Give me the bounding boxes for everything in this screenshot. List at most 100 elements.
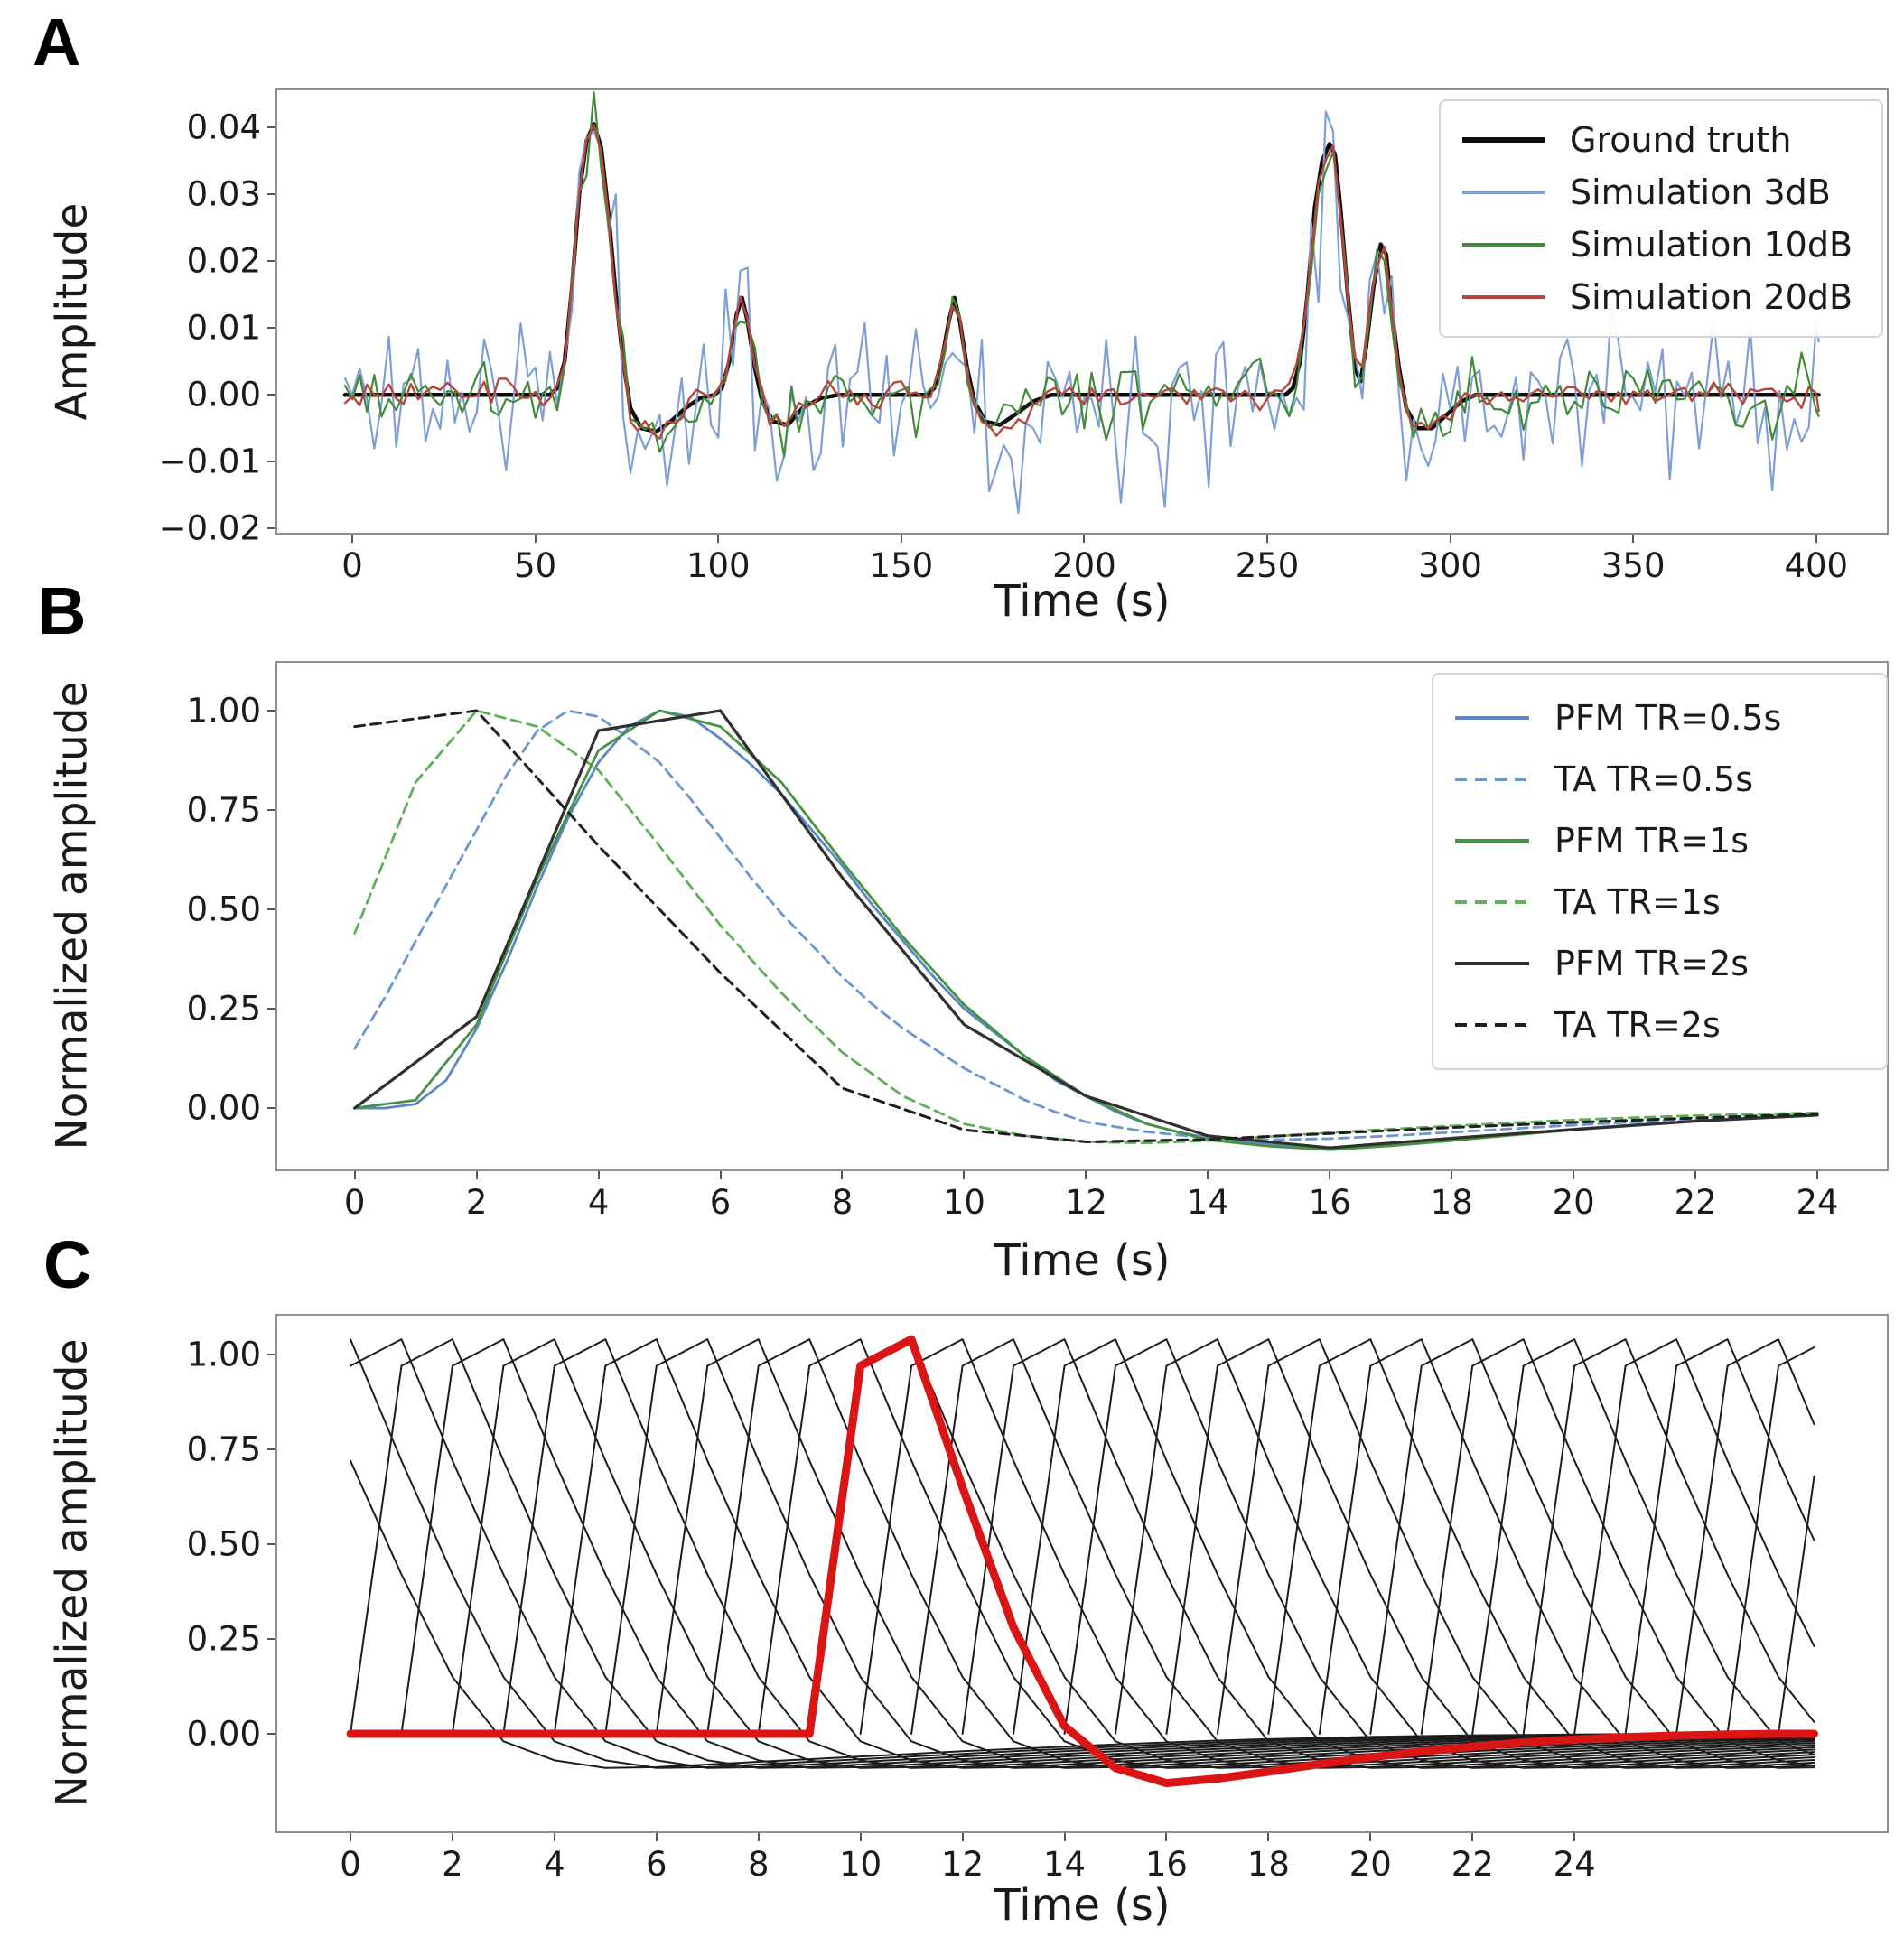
x-tick-mark bbox=[719, 1171, 722, 1179]
legend-item: Ground truth bbox=[1461, 114, 1862, 166]
hrf-curve-onset-2s bbox=[451, 1338, 1815, 1769]
panel-a-x-axis-title: Time (s) bbox=[994, 576, 1171, 627]
x-tick-label: 14 bbox=[1186, 1183, 1229, 1222]
hrf-curve-onset-7s bbox=[706, 1338, 1815, 1769]
x-tick-label: 24 bbox=[1553, 1845, 1596, 1884]
panel-b-y-axis-title: Normalized amplitude bbox=[47, 681, 98, 1150]
legend-item-label: TA TR=2s bbox=[1554, 1005, 1721, 1045]
hrf-curve-onset-9s bbox=[808, 1338, 1815, 1769]
x-tick-label: 8 bbox=[747, 1845, 770, 1884]
legend-item: PFM TR=1s bbox=[1453, 810, 1866, 871]
legend-item-label: PFM TR=2s bbox=[1554, 944, 1750, 983]
x-tick-mark bbox=[717, 535, 720, 543]
legend-item: PFM TR=2s bbox=[1453, 933, 1866, 994]
x-tick-mark bbox=[1165, 1833, 1168, 1841]
y-tick-mark bbox=[267, 1732, 275, 1735]
legend-line-sample bbox=[1455, 1023, 1529, 1027]
legend-item: Simulation 20dB bbox=[1461, 271, 1862, 323]
panel-b-x-axis-title: Time (s) bbox=[994, 1235, 1171, 1286]
hrf-curve-onset-27s bbox=[1726, 1346, 1815, 1735]
panel-c-plot-area bbox=[275, 1314, 1889, 1833]
legend-item: TA TR=2s bbox=[1453, 994, 1866, 1056]
x-tick-label: 4 bbox=[544, 1845, 565, 1884]
x-tick-mark bbox=[353, 1171, 356, 1179]
hrf-curve-onset-3s bbox=[502, 1338, 1815, 1769]
hrf-curve-onset-17s bbox=[1216, 1338, 1815, 1769]
axes-border bbox=[275, 88, 1889, 535]
legend-line-sample bbox=[1462, 137, 1545, 143]
panel-c-y-axis-title: Normalized amplitude bbox=[47, 1338, 98, 1808]
x-tick-mark bbox=[1694, 1171, 1697, 1179]
x-tick-mark bbox=[1267, 1833, 1270, 1841]
y-tick-label: 1.00 bbox=[186, 691, 261, 731]
hrf-curve-onset-12s bbox=[961, 1338, 1815, 1769]
hrf-curve-onset-5s bbox=[604, 1338, 1815, 1769]
x-tick-label: 12 bbox=[941, 1845, 985, 1884]
hrf-curve-onset-21s bbox=[1420, 1338, 1815, 1767]
legend-line-sample bbox=[1462, 243, 1545, 247]
y-tick-mark bbox=[267, 394, 275, 396]
hrf-curve-onset-10s bbox=[859, 1338, 1815, 1769]
x-tick-mark bbox=[1815, 535, 1817, 543]
series-ta-tr-0-5s bbox=[353, 709, 1819, 1141]
hrf-curve-onset-20s bbox=[1369, 1338, 1815, 1769]
y-tick-mark bbox=[267, 1353, 275, 1355]
y-tick-label: 0.03 bbox=[186, 174, 261, 214]
x-tick-label: 2 bbox=[465, 1183, 488, 1222]
x-tick-mark bbox=[961, 1833, 964, 1841]
hrf-curve-onset-11s bbox=[910, 1338, 1815, 1769]
x-tick-mark bbox=[841, 1171, 844, 1179]
series-ta-tr-2s bbox=[353, 709, 1819, 1143]
legend-line-sample bbox=[1455, 839, 1529, 843]
x-tick-mark bbox=[1207, 1171, 1209, 1179]
y-tick-label: 0.50 bbox=[186, 1524, 261, 1564]
hrf-curve-onset-23s bbox=[1522, 1338, 1815, 1735]
hrf-curve-onset-28s bbox=[1778, 1475, 1815, 1735]
y-tick-label: 0.75 bbox=[186, 1429, 261, 1469]
panel-a-y-axis-title: Amplitude bbox=[47, 202, 98, 421]
y-tick-label: 0.00 bbox=[186, 375, 261, 414]
x-tick-label: 16 bbox=[1308, 1183, 1351, 1222]
x-tick-mark bbox=[350, 1833, 351, 1841]
x-tick-label: 2 bbox=[442, 1845, 463, 1884]
series-simulation-20db bbox=[343, 123, 1820, 440]
x-tick-label: 4 bbox=[587, 1183, 610, 1222]
y-tick-mark bbox=[267, 126, 275, 128]
x-tick-mark bbox=[963, 1171, 966, 1179]
hrf-curve-onset-19s bbox=[1318, 1338, 1815, 1769]
axes-border bbox=[275, 1314, 1889, 1833]
x-tick-label: 22 bbox=[1451, 1845, 1494, 1884]
hrf-curve-onset-15s bbox=[1114, 1338, 1815, 1769]
legend-item: PFM TR=0.5s bbox=[1453, 687, 1866, 749]
hrf-curve-onset-14s bbox=[1063, 1338, 1815, 1769]
y-tick-label: 0.50 bbox=[186, 889, 261, 929]
x-tick-label: 200 bbox=[1052, 546, 1116, 585]
legend-item-label: Simulation 3dB bbox=[1570, 172, 1831, 212]
x-tick-label: 18 bbox=[1246, 1845, 1290, 1884]
x-tick-label: 20 bbox=[1349, 1845, 1392, 1884]
y-tick-mark bbox=[267, 1008, 275, 1010]
x-tick-mark bbox=[451, 1833, 453, 1841]
panel-b-label: B bbox=[38, 573, 87, 648]
y-tick-label: 1.00 bbox=[186, 1335, 261, 1374]
y-tick-mark bbox=[267, 461, 275, 463]
hrf-curve-onset-13s bbox=[1013, 1338, 1815, 1769]
x-tick-mark bbox=[1085, 1171, 1087, 1179]
x-tick-label: 0 bbox=[341, 546, 363, 585]
x-tick-label: 8 bbox=[831, 1183, 854, 1222]
legend-line-sample bbox=[1455, 900, 1529, 904]
hrf-curve-onset-18s bbox=[1267, 1338, 1815, 1769]
legend-line-sample bbox=[1455, 778, 1529, 781]
y-tick-mark bbox=[267, 1107, 275, 1110]
x-tick-mark bbox=[655, 1833, 658, 1841]
series-simulation-3db bbox=[343, 110, 1820, 515]
series-simulation-10db bbox=[343, 91, 1820, 458]
x-tick-mark bbox=[1266, 535, 1269, 543]
x-tick-mark bbox=[351, 535, 354, 543]
y-tick-mark bbox=[267, 908, 275, 911]
legend-line-sample bbox=[1462, 191, 1545, 194]
panel-b-plot-area bbox=[275, 661, 1889, 1171]
legend-item-label: TA TR=1s bbox=[1554, 882, 1721, 922]
legend-item-label: TA TR=0.5s bbox=[1554, 759, 1754, 799]
x-tick-mark bbox=[757, 1833, 760, 1841]
